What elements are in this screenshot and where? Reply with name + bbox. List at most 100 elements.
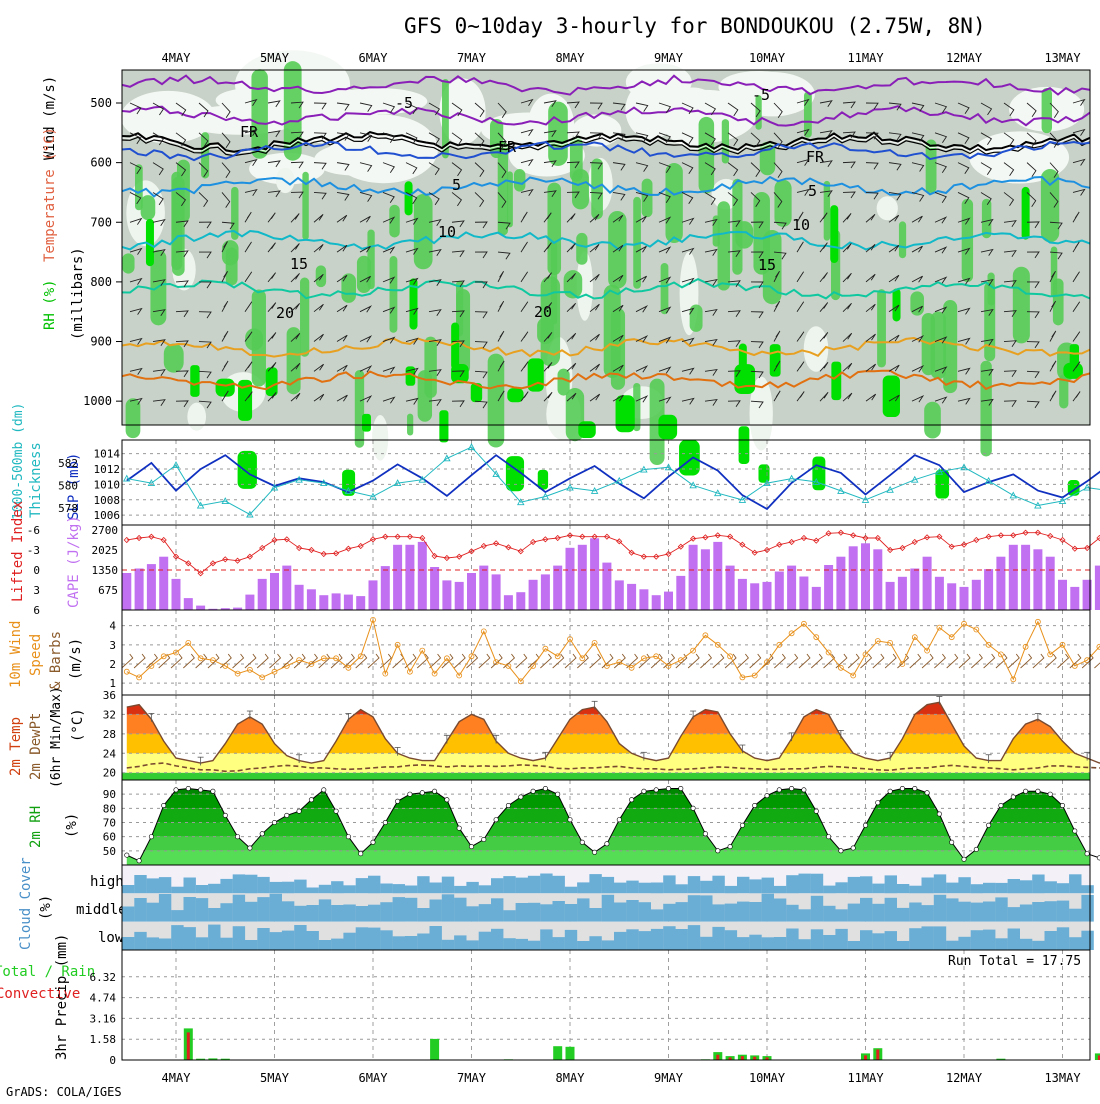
wind-barb xyxy=(911,192,925,202)
temp-tick: 36 xyxy=(103,689,116,702)
wind-barb xyxy=(566,131,580,139)
rh-saturated-cell xyxy=(758,464,770,483)
date-label-top: 6MAY xyxy=(359,51,389,65)
cloud-bar xyxy=(368,927,381,950)
wind-barb xyxy=(359,215,371,223)
precip-run-total: Run Total = 17.75 xyxy=(948,954,1081,969)
rh-tick: 90 xyxy=(103,788,116,801)
rh-marker xyxy=(1060,802,1066,808)
wind-barb xyxy=(497,221,511,230)
wind-barb xyxy=(290,303,300,313)
temp-tick: 20 xyxy=(103,767,116,780)
wind-barb xyxy=(313,132,327,140)
cape-bar xyxy=(540,574,550,610)
wind-barb xyxy=(267,212,276,223)
cloud-bar xyxy=(232,874,246,894)
thickness-tick: 582 xyxy=(58,457,78,470)
wind-barb xyxy=(474,251,488,259)
upper-ytick-label: 1000 xyxy=(83,394,112,408)
li-marker xyxy=(160,536,167,544)
cloud-bar xyxy=(847,903,861,922)
wind-barb xyxy=(612,304,624,313)
wind-barb xyxy=(267,242,276,253)
temp-band xyxy=(126,733,1090,754)
wind-speed-marker xyxy=(862,651,869,658)
li-marker xyxy=(529,538,537,546)
wind-barb xyxy=(152,279,166,286)
rh-marker xyxy=(961,856,967,862)
wind-barb xyxy=(727,400,741,408)
cloud-bar xyxy=(306,905,319,922)
temp-band xyxy=(126,753,1090,773)
date-label-top: 13MAY xyxy=(1044,51,1081,65)
wind-speed-marker xyxy=(961,620,967,627)
wind-barb xyxy=(428,219,442,226)
wind-barb xyxy=(290,213,300,223)
cloud-bar xyxy=(404,936,418,950)
cloud-bar xyxy=(909,928,922,950)
wind-barb xyxy=(313,214,324,223)
li-marker xyxy=(197,570,204,577)
cloud-label: Cloud Cover xyxy=(18,857,34,950)
cape-bar xyxy=(220,608,230,610)
rh-saturated-cell xyxy=(769,344,781,377)
rh-marker xyxy=(973,846,979,852)
cape-bar xyxy=(245,594,255,610)
wind-barb xyxy=(819,100,833,108)
wind-barb xyxy=(474,400,488,409)
wind-barb xyxy=(405,367,419,375)
wind-barb-10m xyxy=(281,653,294,669)
wind-barb-10m xyxy=(798,653,811,669)
date-label-bottom: 13MAY xyxy=(1044,1071,1081,1085)
temp-band-below-20 xyxy=(122,772,1090,780)
wind-barb xyxy=(842,272,852,283)
cloud-bar xyxy=(700,936,713,950)
cloud-bar xyxy=(650,909,664,922)
isotherm-line xyxy=(121,369,1091,391)
upper-ytick-label: 500 xyxy=(90,96,112,110)
wind-barb xyxy=(129,337,143,345)
wind-barb xyxy=(221,192,231,208)
cape-bar xyxy=(627,583,637,610)
cloud-bar xyxy=(983,929,996,950)
wind-barb xyxy=(451,400,465,408)
rh-marker xyxy=(555,791,561,797)
li-marker xyxy=(899,544,906,552)
wind-barb xyxy=(244,241,252,253)
li-marker xyxy=(973,536,980,544)
isotherm-line xyxy=(121,277,1091,300)
wind-speed-marker xyxy=(185,640,192,646)
cape-bar xyxy=(1008,544,1018,610)
isotherm-fr-line-2 xyxy=(121,135,1091,157)
wind-barb-10m xyxy=(626,653,639,669)
wind-barb xyxy=(612,274,624,283)
wind-barb xyxy=(405,162,418,175)
wind-barb xyxy=(681,217,695,225)
wind-barb xyxy=(589,393,601,402)
cape-bar xyxy=(343,594,353,610)
wind-barb xyxy=(1026,281,1040,289)
wind10m-unit: (m/s) xyxy=(68,638,84,680)
temp2m-label-1: 2m Temp xyxy=(8,717,24,776)
rh-marker xyxy=(752,802,758,808)
wind-barb-10m xyxy=(761,653,774,669)
cloud-bar xyxy=(896,941,910,950)
wind-barb xyxy=(1003,370,1017,377)
cloud-bar xyxy=(318,940,332,950)
wind-barb xyxy=(313,363,324,372)
wind-barb xyxy=(727,280,741,288)
wind-barb-10m xyxy=(958,653,971,669)
wind-barb xyxy=(957,162,970,175)
wind-barb xyxy=(957,337,971,345)
wind-barb xyxy=(635,275,647,283)
wind-barb xyxy=(704,338,718,346)
wind-barb xyxy=(359,335,373,343)
cape-bar xyxy=(1021,544,1031,610)
rh-moist-plume xyxy=(774,179,792,227)
cloud-bar xyxy=(626,880,639,894)
wind-barb xyxy=(681,132,694,145)
cloud-bar xyxy=(614,902,627,922)
wind-barb-10m xyxy=(1044,653,1057,669)
wind-barb-10m xyxy=(146,653,158,669)
wind-barb xyxy=(313,191,327,200)
